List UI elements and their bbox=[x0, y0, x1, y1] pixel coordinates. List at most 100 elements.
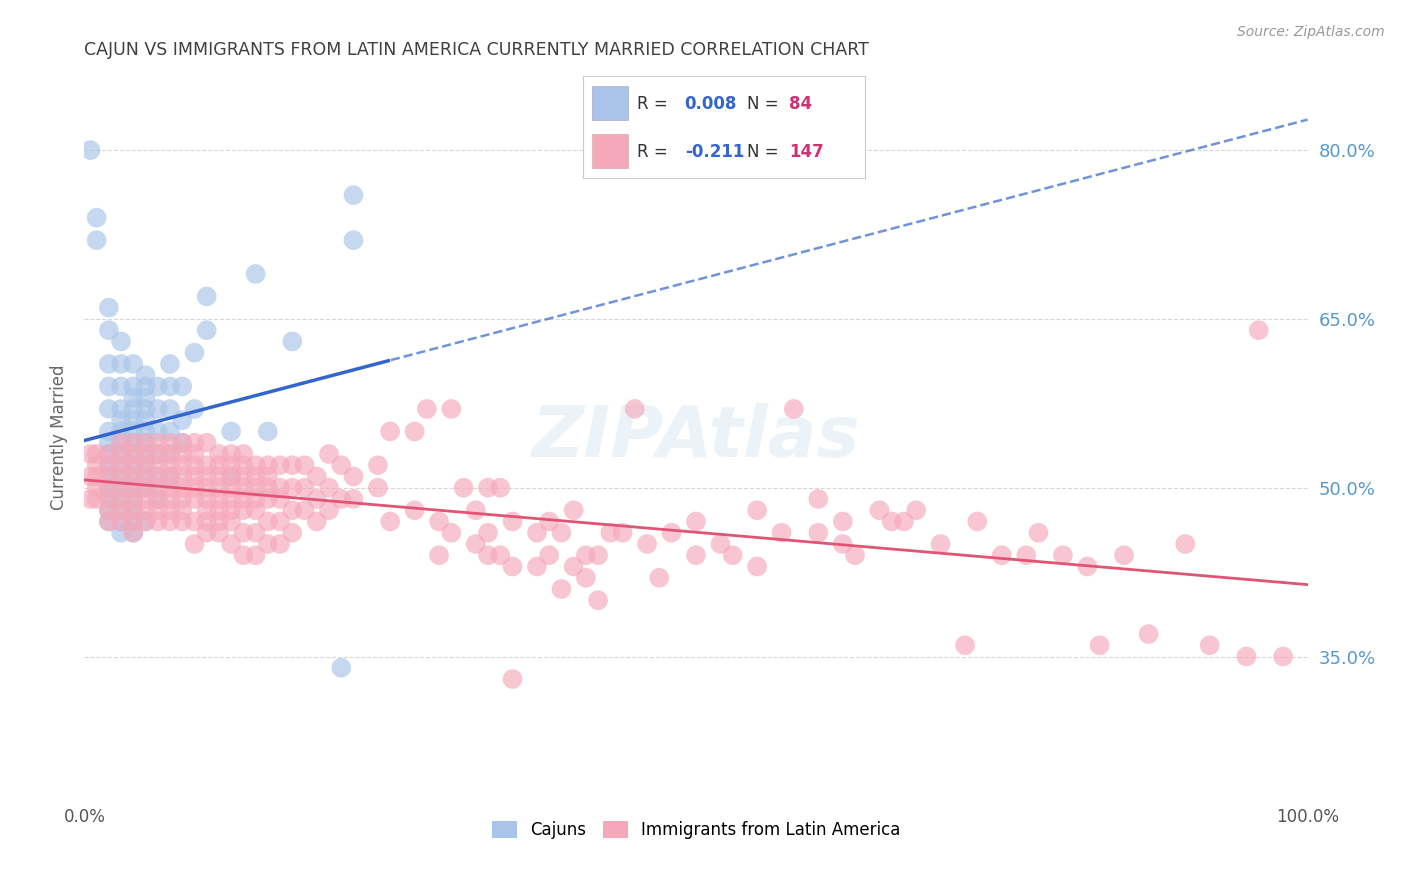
Point bbox=[135, 503, 157, 517]
Point bbox=[135, 469, 157, 483]
Point bbox=[135, 447, 157, 461]
Bar bbox=[592, 87, 628, 120]
Point bbox=[97, 481, 120, 495]
Point bbox=[159, 447, 181, 461]
Point bbox=[1114, 548, 1136, 562]
Point bbox=[953, 638, 976, 652]
Point bbox=[135, 447, 157, 461]
Point bbox=[183, 515, 205, 529]
Point bbox=[110, 491, 132, 506]
Point bbox=[208, 481, 231, 495]
Point bbox=[342, 469, 364, 483]
Point bbox=[146, 447, 169, 461]
Point bbox=[146, 469, 169, 483]
Point bbox=[245, 525, 267, 540]
Point bbox=[257, 491, 280, 506]
Point bbox=[208, 515, 231, 529]
Point bbox=[135, 379, 157, 393]
Point bbox=[257, 537, 280, 551]
Point bbox=[122, 447, 145, 461]
Point bbox=[97, 469, 120, 483]
Text: -0.211: -0.211 bbox=[685, 143, 744, 161]
Point bbox=[86, 491, 108, 506]
Point bbox=[502, 515, 524, 529]
Point bbox=[294, 458, 316, 473]
Point bbox=[1137, 627, 1160, 641]
Point bbox=[110, 379, 132, 393]
Point bbox=[269, 515, 291, 529]
Point bbox=[110, 469, 132, 483]
Point bbox=[305, 469, 328, 483]
Point bbox=[550, 525, 572, 540]
Point bbox=[219, 491, 242, 506]
Point bbox=[502, 672, 524, 686]
Point bbox=[219, 481, 242, 495]
Point bbox=[208, 525, 231, 540]
Point bbox=[97, 357, 120, 371]
Point bbox=[575, 548, 598, 562]
Point bbox=[159, 469, 181, 483]
Point bbox=[747, 559, 769, 574]
Point bbox=[257, 458, 280, 473]
Point bbox=[245, 469, 267, 483]
Point bbox=[122, 435, 145, 450]
Point bbox=[440, 525, 463, 540]
Point bbox=[110, 357, 132, 371]
Point bbox=[330, 491, 353, 506]
Point bbox=[86, 447, 108, 461]
Point bbox=[232, 525, 254, 540]
Text: N =: N = bbox=[747, 143, 783, 161]
Point bbox=[269, 491, 291, 506]
Point bbox=[624, 401, 647, 416]
Point bbox=[122, 469, 145, 483]
Point bbox=[86, 469, 108, 483]
Point bbox=[135, 458, 157, 473]
Point bbox=[97, 481, 120, 495]
Point bbox=[86, 458, 108, 473]
Point bbox=[330, 661, 353, 675]
Point bbox=[135, 491, 157, 506]
Point bbox=[477, 548, 499, 562]
Point bbox=[1088, 638, 1111, 652]
Point bbox=[110, 515, 132, 529]
Point bbox=[721, 548, 744, 562]
Point bbox=[807, 491, 830, 506]
Point bbox=[281, 525, 304, 540]
Point bbox=[122, 525, 145, 540]
Point bbox=[159, 481, 181, 495]
Point bbox=[440, 401, 463, 416]
Point bbox=[1028, 525, 1050, 540]
Point bbox=[122, 435, 145, 450]
Point bbox=[172, 379, 194, 393]
Point bbox=[172, 447, 194, 461]
Point bbox=[905, 503, 928, 517]
Point bbox=[318, 481, 340, 495]
Point bbox=[257, 469, 280, 483]
Point bbox=[159, 458, 181, 473]
Point bbox=[122, 379, 145, 393]
Point bbox=[219, 447, 242, 461]
Point bbox=[404, 503, 426, 517]
Point bbox=[1174, 537, 1197, 551]
Point bbox=[269, 458, 291, 473]
Point bbox=[122, 481, 145, 495]
Point bbox=[110, 481, 132, 495]
Point bbox=[135, 401, 157, 416]
Point bbox=[245, 548, 267, 562]
Point bbox=[427, 548, 450, 562]
Point bbox=[208, 447, 231, 461]
Point bbox=[661, 525, 683, 540]
Point bbox=[232, 503, 254, 517]
Point bbox=[1015, 548, 1038, 562]
Point bbox=[110, 525, 132, 540]
Point bbox=[159, 447, 181, 461]
Point bbox=[135, 481, 157, 495]
Point bbox=[195, 323, 218, 337]
Point bbox=[195, 515, 218, 529]
Point bbox=[367, 458, 389, 473]
Point bbox=[257, 515, 280, 529]
Point bbox=[1272, 649, 1295, 664]
Point bbox=[195, 481, 218, 495]
Point bbox=[245, 491, 267, 506]
Point bbox=[172, 413, 194, 427]
